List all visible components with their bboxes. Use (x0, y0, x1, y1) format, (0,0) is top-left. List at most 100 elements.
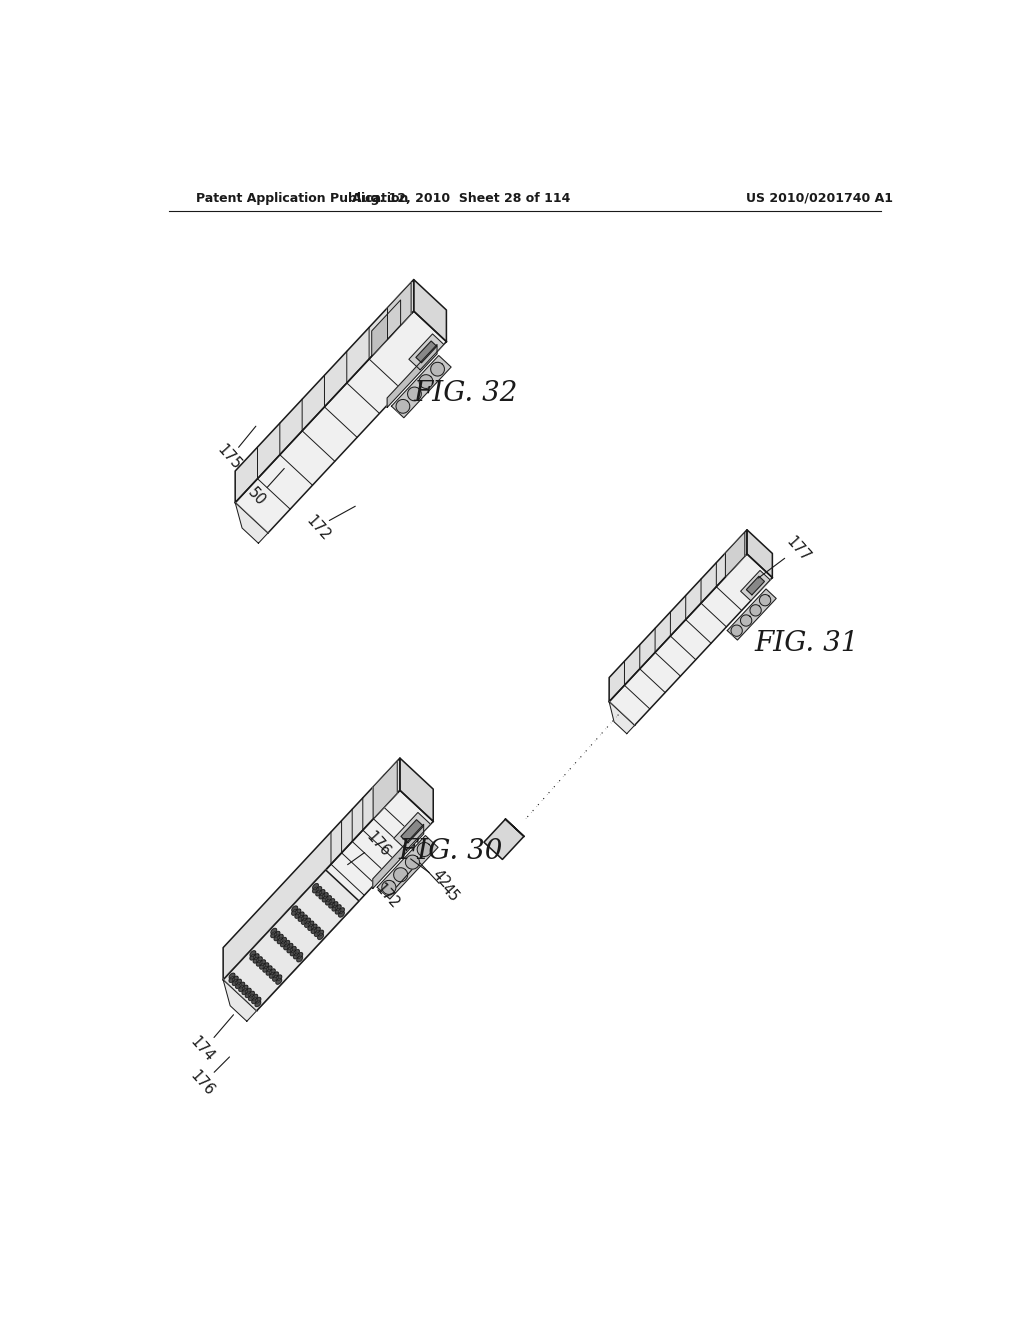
Polygon shape (249, 991, 254, 997)
Polygon shape (242, 985, 248, 991)
Polygon shape (294, 953, 299, 958)
Text: Patent Application Publication: Patent Application Publication (196, 191, 409, 205)
Polygon shape (250, 954, 256, 960)
Polygon shape (750, 605, 761, 616)
Polygon shape (229, 977, 234, 982)
Polygon shape (408, 387, 421, 401)
Polygon shape (256, 960, 262, 966)
Polygon shape (609, 529, 746, 702)
Text: 45: 45 (438, 882, 462, 906)
Polygon shape (305, 919, 310, 924)
Polygon shape (396, 400, 410, 413)
Polygon shape (223, 979, 256, 1022)
Polygon shape (377, 836, 438, 899)
Polygon shape (740, 615, 752, 626)
Polygon shape (298, 916, 304, 921)
Polygon shape (239, 982, 245, 989)
Text: 176: 176 (362, 829, 392, 861)
Polygon shape (308, 921, 313, 927)
Polygon shape (301, 915, 307, 921)
Polygon shape (266, 969, 271, 975)
Polygon shape (223, 870, 359, 1011)
Polygon shape (401, 820, 423, 843)
Polygon shape (266, 966, 272, 972)
Polygon shape (308, 924, 313, 931)
Polygon shape (323, 896, 328, 902)
Polygon shape (295, 909, 301, 915)
Polygon shape (236, 979, 242, 985)
Polygon shape (275, 978, 282, 985)
Polygon shape (725, 532, 744, 577)
Polygon shape (419, 375, 433, 388)
Polygon shape (242, 989, 248, 994)
Polygon shape (255, 1001, 261, 1007)
Polygon shape (731, 624, 742, 636)
Text: 175: 175 (214, 442, 244, 473)
Polygon shape (257, 957, 262, 962)
Polygon shape (253, 954, 259, 960)
Polygon shape (223, 758, 400, 979)
Polygon shape (314, 931, 321, 936)
Polygon shape (236, 503, 268, 544)
Polygon shape (281, 937, 287, 944)
Polygon shape (246, 991, 251, 998)
Polygon shape (269, 973, 275, 978)
Polygon shape (272, 972, 279, 978)
Polygon shape (373, 824, 424, 888)
Polygon shape (326, 896, 332, 902)
Polygon shape (727, 589, 776, 640)
Text: FIG. 32: FIG. 32 (414, 380, 518, 407)
Polygon shape (278, 935, 283, 940)
Polygon shape (281, 941, 287, 946)
Polygon shape (406, 855, 420, 869)
Polygon shape (311, 928, 316, 933)
Polygon shape (400, 758, 433, 821)
Polygon shape (312, 887, 318, 892)
Polygon shape (740, 570, 770, 601)
Polygon shape (292, 906, 298, 912)
Polygon shape (291, 946, 296, 953)
Polygon shape (329, 899, 335, 904)
Polygon shape (319, 894, 325, 899)
Polygon shape (229, 973, 234, 979)
Polygon shape (323, 892, 328, 899)
Polygon shape (291, 950, 296, 956)
Polygon shape (276, 975, 282, 981)
Polygon shape (272, 975, 279, 981)
Polygon shape (263, 962, 268, 969)
Polygon shape (252, 998, 257, 1003)
Polygon shape (382, 880, 396, 895)
Polygon shape (339, 911, 344, 917)
Polygon shape (417, 842, 431, 857)
Polygon shape (297, 953, 302, 958)
Polygon shape (255, 998, 261, 1003)
Polygon shape (249, 995, 254, 1001)
Polygon shape (295, 912, 301, 919)
Polygon shape (319, 890, 325, 895)
Polygon shape (414, 280, 446, 342)
Polygon shape (294, 949, 299, 956)
Polygon shape (329, 902, 335, 908)
Polygon shape (746, 529, 772, 578)
Polygon shape (332, 902, 338, 908)
Polygon shape (326, 899, 331, 906)
Polygon shape (232, 977, 239, 982)
Text: 177: 177 (783, 533, 813, 565)
Text: 42: 42 (429, 867, 453, 891)
Polygon shape (274, 935, 280, 941)
Polygon shape (311, 924, 317, 931)
Polygon shape (223, 791, 433, 1011)
Polygon shape (609, 554, 772, 726)
Polygon shape (287, 944, 293, 949)
Polygon shape (298, 912, 304, 917)
Text: 176: 176 (187, 1068, 217, 1098)
Polygon shape (393, 867, 408, 882)
Polygon shape (506, 820, 524, 837)
Polygon shape (317, 931, 324, 936)
Polygon shape (252, 994, 258, 1001)
Polygon shape (312, 883, 318, 890)
Polygon shape (339, 908, 344, 913)
Polygon shape (246, 989, 251, 994)
Polygon shape (317, 933, 324, 940)
Polygon shape (260, 960, 265, 966)
